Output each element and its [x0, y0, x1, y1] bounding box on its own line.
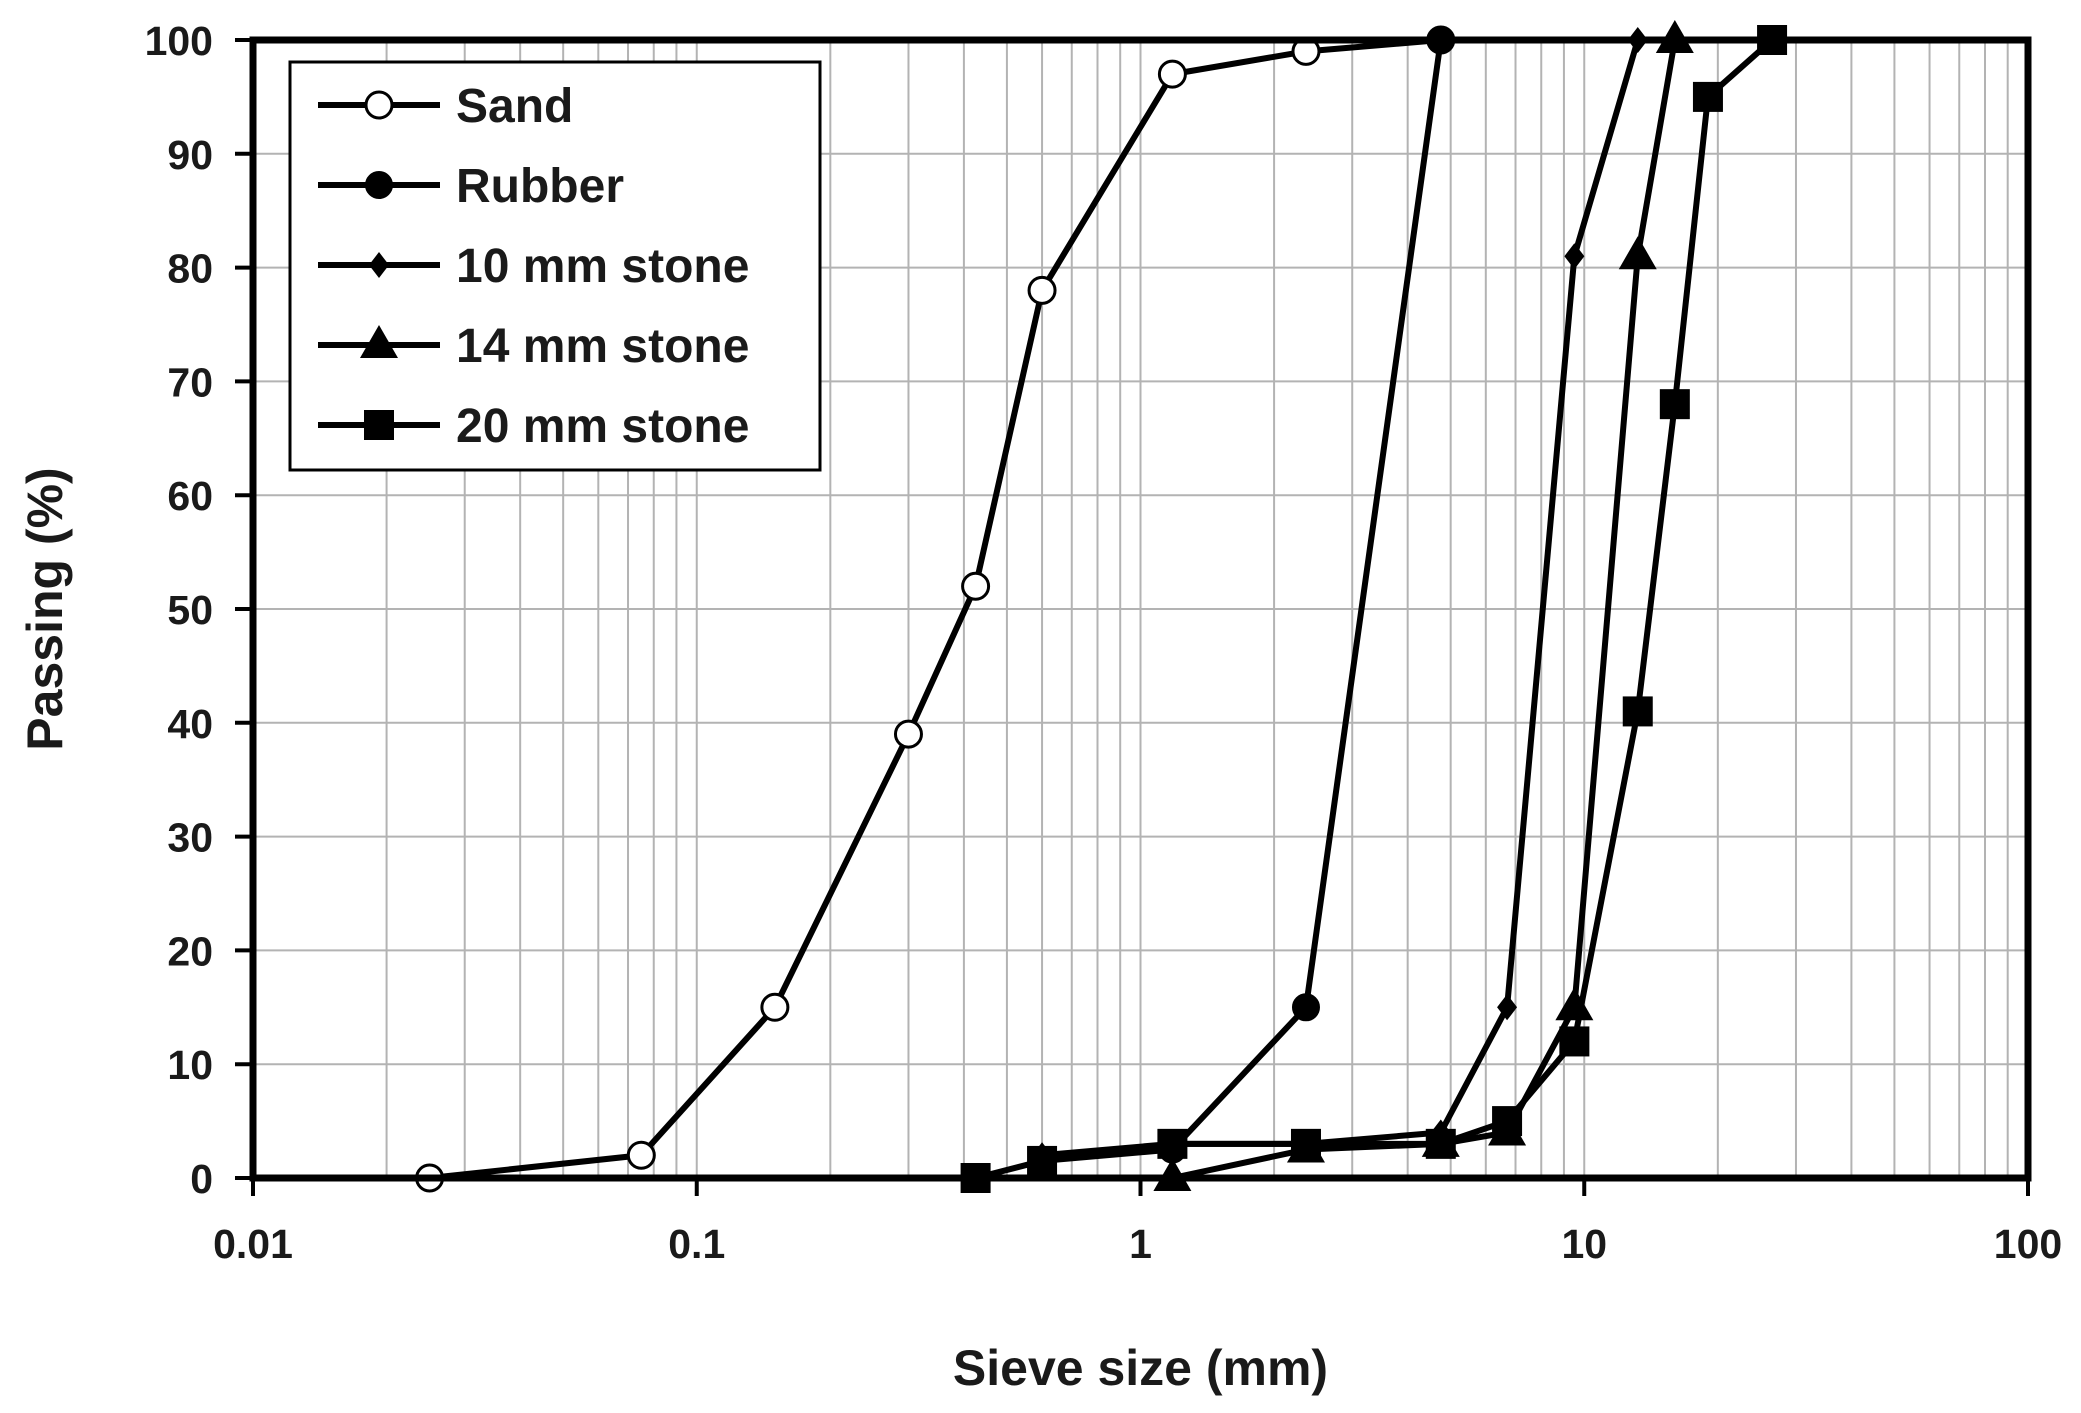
- y-tick-labels: 0 10 20 30 40 50 60 70 80 90 100: [145, 18, 253, 1202]
- data-point-sand: [1027, 275, 1057, 305]
- x-axis-title: Sieve size (mm): [953, 1340, 1328, 1396]
- data-point-20-mm-stone: [1157, 1128, 1188, 1159]
- data-point-20-mm-stone: [1290, 1128, 1321, 1159]
- data-point-14-mm-stone: [1618, 236, 1657, 270]
- y-tick-label: 40: [167, 701, 213, 747]
- x-tick-label: 0.01: [213, 1221, 293, 1267]
- legend-marker-14-mm-stone: [360, 325, 398, 358]
- data-point-rubber: [1291, 993, 1320, 1022]
- data-point-20-mm-stone: [1027, 1145, 1058, 1176]
- legend-label-rubber: Rubber: [456, 160, 624, 213]
- y-tick-label: 30: [167, 815, 213, 861]
- x-tick-label: 100: [1994, 1221, 2062, 1267]
- x-tick-labels: 0.01 0.1 1 10 100: [213, 1178, 2062, 1267]
- legend-marker-10-mm-stone: [369, 252, 389, 278]
- data-point-20-mm-stone: [1425, 1128, 1456, 1159]
- y-tick-label: 70: [167, 359, 213, 405]
- x-tick-label: 0.1: [668, 1221, 725, 1267]
- data-point-20-mm-stone: [1492, 1106, 1523, 1137]
- data-point-sand: [760, 992, 790, 1022]
- legend-label-10-mm-stone: 10 mm stone: [456, 240, 749, 293]
- data-point-20-mm-stone: [1622, 696, 1653, 727]
- y-axis-title: Passing (%): [17, 467, 73, 750]
- legend: Sand Rubber 10 mm stone 14 mm stone 20 mm st…: [288, 60, 822, 472]
- data-point-10-mm-stone: [1497, 994, 1518, 1021]
- data-point-10-mm-stone: [1564, 243, 1585, 270]
- x-tick-label: 10: [1561, 1221, 1607, 1267]
- y-tick-label: 50: [167, 587, 213, 633]
- legend-marker-sand: [364, 90, 394, 120]
- data-point-sand: [893, 719, 923, 749]
- data-point-20-mm-stone: [1559, 1026, 1590, 1057]
- data-point-14-mm-stone: [1555, 987, 1594, 1021]
- y-tick-label: 10: [167, 1042, 213, 1088]
- data-point-20-mm-stone: [1692, 81, 1723, 112]
- legend-marker-rubber: [365, 171, 393, 199]
- data-point-sand: [1157, 59, 1187, 89]
- series-markers: [415, 20, 1788, 1193]
- data-point-sand: [626, 1140, 656, 1170]
- y-tick-label: 60: [167, 473, 213, 519]
- y-tick-label: 90: [167, 132, 213, 178]
- legend-label-sand: Sand: [456, 80, 573, 133]
- x-tick-label: 1: [1129, 1221, 1152, 1267]
- data-point-sand: [961, 571, 991, 601]
- legend-label-20-mm-stone: 20 mm stone: [456, 400, 749, 453]
- y-tick-label: 80: [167, 246, 213, 292]
- legend-marker-20-mm-stone: [364, 410, 394, 440]
- data-point-20-mm-stone: [1659, 389, 1690, 420]
- y-tick-label: 0: [190, 1156, 213, 1202]
- y-tick-label: 20: [167, 928, 213, 974]
- y-tick-label: 100: [145, 18, 213, 64]
- legend-label-14-mm-stone: 14 mm stone: [456, 320, 749, 373]
